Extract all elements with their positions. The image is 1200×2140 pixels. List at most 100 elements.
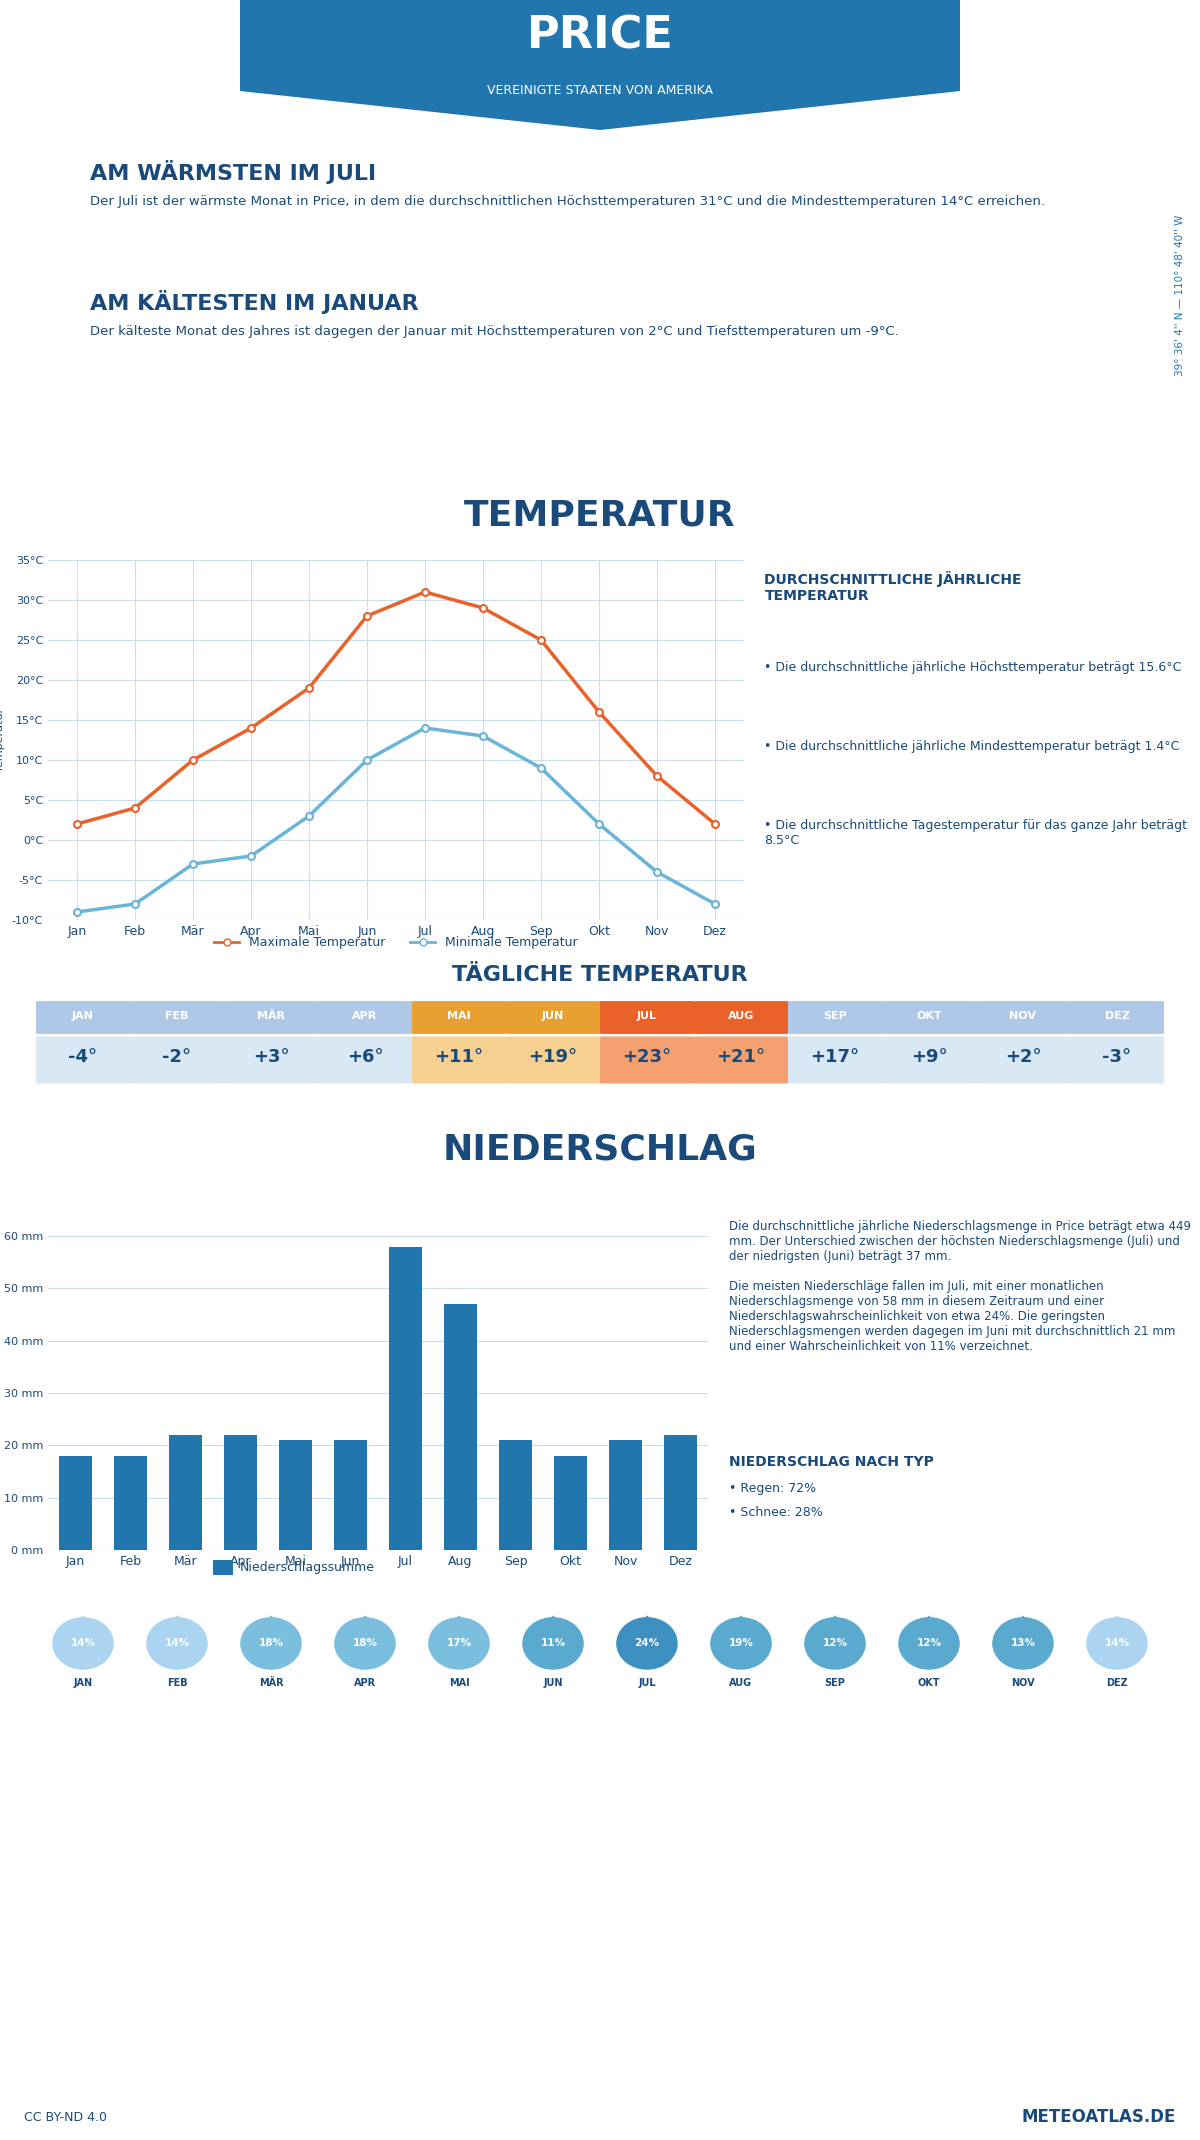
Circle shape — [617, 1618, 677, 1669]
Bar — [278, 1440, 312, 1549]
Text: 14%: 14% — [1104, 1639, 1129, 1648]
Text: 12%: 12% — [917, 1639, 942, 1648]
FancyBboxPatch shape — [694, 1036, 788, 1083]
Polygon shape — [536, 1616, 570, 1631]
Text: Der Juli ist der wärmste Monat in Price, in dem die durchschnittlichen Höchsttem: Der Juli ist der wärmste Monat in Price,… — [90, 195, 1045, 208]
Text: NOV: NOV — [1009, 1010, 1037, 1021]
FancyBboxPatch shape — [976, 1002, 1070, 1034]
FancyBboxPatch shape — [788, 1036, 882, 1083]
Text: • Die durchschnittliche Tagestemperatur für das ganze Jahr beträgt 8.5°C: • Die durchschnittliche Tagestemperatur … — [764, 820, 1188, 847]
FancyBboxPatch shape — [36, 1036, 130, 1083]
Text: VEREINIGTE STAATEN VON AMERIKA: VEREINIGTE STAATEN VON AMERIKA — [487, 83, 713, 98]
Polygon shape — [160, 1616, 194, 1631]
Bar — [334, 1440, 367, 1549]
Bar — [59, 1455, 92, 1549]
Text: CC BY-ND 4.0: CC BY-ND 4.0 — [24, 2110, 107, 2125]
Text: AUG: AUG — [730, 1678, 752, 1688]
Text: Niederschlagssumme: Niederschlagssumme — [240, 1560, 374, 1575]
FancyBboxPatch shape — [600, 1036, 694, 1083]
Bar — [389, 1248, 422, 1549]
Polygon shape — [442, 1616, 476, 1631]
FancyBboxPatch shape — [130, 1002, 224, 1034]
FancyBboxPatch shape — [214, 1560, 233, 1575]
Text: JUL: JUL — [638, 1678, 656, 1688]
Polygon shape — [818, 1616, 852, 1631]
Circle shape — [899, 1618, 959, 1669]
Text: DEZ: DEZ — [1106, 1678, 1128, 1688]
Circle shape — [805, 1618, 865, 1669]
Text: JAN: JAN — [73, 1678, 92, 1688]
Text: +11°: +11° — [434, 1049, 484, 1066]
Text: JUN: JUN — [542, 1010, 564, 1021]
Text: FEB: FEB — [166, 1010, 188, 1021]
Text: PRICE: PRICE — [527, 15, 673, 58]
Text: TEMPERATUR: TEMPERATUR — [464, 499, 736, 533]
Text: 12%: 12% — [822, 1639, 847, 1648]
Text: AUG: AUG — [728, 1010, 754, 1021]
Text: AM KÄLTESTEN IM JANUAR: AM KÄLTESTEN IM JANUAR — [90, 291, 419, 315]
Circle shape — [710, 1618, 772, 1669]
FancyBboxPatch shape — [882, 1002, 976, 1034]
Text: NOV: NOV — [1012, 1678, 1034, 1688]
Text: • Die durchschnittliche jährliche Höchsttemperatur beträgt 15.6°C: • Die durchschnittliche jährliche Höchst… — [764, 661, 1182, 674]
Text: 13%: 13% — [1010, 1639, 1036, 1648]
FancyBboxPatch shape — [36, 1002, 130, 1034]
Text: 18%: 18% — [258, 1639, 283, 1648]
Polygon shape — [240, 0, 960, 131]
Text: +6°: +6° — [347, 1049, 383, 1066]
Circle shape — [335, 1618, 395, 1669]
FancyBboxPatch shape — [224, 1002, 318, 1034]
Circle shape — [241, 1618, 301, 1669]
Bar — [169, 1436, 202, 1549]
Text: Der kälteste Monat des Jahres ist dagegen der Januar mit Höchsttemperaturen von : Der kälteste Monat des Jahres ist dagege… — [90, 325, 899, 338]
FancyBboxPatch shape — [1070, 1036, 1164, 1083]
Polygon shape — [348, 1616, 382, 1631]
Text: 11%: 11% — [540, 1639, 565, 1648]
Text: +23°: +23° — [623, 1049, 672, 1066]
Bar — [664, 1436, 697, 1549]
Text: • Schnee: 28%: • Schnee: 28% — [730, 1507, 823, 1519]
Circle shape — [146, 1618, 208, 1669]
Polygon shape — [66, 1616, 100, 1631]
Polygon shape — [1100, 1616, 1134, 1631]
Bar — [444, 1303, 478, 1549]
FancyBboxPatch shape — [976, 1036, 1070, 1083]
Polygon shape — [254, 1616, 288, 1631]
Text: MAI: MAI — [448, 1010, 470, 1021]
Text: 17%: 17% — [446, 1639, 472, 1648]
Text: Die durchschnittliche jährliche Niederschlagsmenge in Price beträgt etwa 449 mm.: Die durchschnittliche jährliche Niedersc… — [730, 1220, 1192, 1352]
FancyBboxPatch shape — [882, 1036, 976, 1083]
Polygon shape — [912, 1616, 946, 1631]
Text: JUN: JUN — [544, 1678, 563, 1688]
Text: FEB: FEB — [167, 1678, 187, 1688]
FancyBboxPatch shape — [506, 1036, 600, 1083]
Text: 39° 36' 4'' N — 110° 48' 40'' W: 39° 36' 4'' N — 110° 48' 40'' W — [1175, 214, 1186, 377]
Y-axis label: Temperatur: Temperatur — [0, 708, 5, 773]
Text: 24%: 24% — [635, 1639, 660, 1648]
FancyBboxPatch shape — [694, 1002, 788, 1034]
Text: 14%: 14% — [164, 1639, 190, 1648]
FancyBboxPatch shape — [506, 1002, 600, 1034]
Text: +21°: +21° — [716, 1049, 766, 1066]
FancyBboxPatch shape — [600, 1002, 694, 1034]
FancyBboxPatch shape — [224, 1036, 318, 1083]
Text: +19°: +19° — [528, 1049, 577, 1066]
Legend: Maximale Temperatur, Minimale Temperatur: Maximale Temperatur, Minimale Temperatur — [209, 931, 583, 954]
Polygon shape — [630, 1616, 664, 1631]
Text: -2°: -2° — [162, 1049, 192, 1066]
Text: +9°: +9° — [911, 1049, 947, 1066]
Text: -3°: -3° — [1103, 1049, 1132, 1066]
Circle shape — [992, 1618, 1054, 1669]
Text: MÄR: MÄR — [257, 1010, 286, 1021]
Text: METEOATLAS.DE: METEOATLAS.DE — [1021, 2108, 1176, 2127]
Text: JAN: JAN — [72, 1010, 94, 1021]
Bar — [224, 1436, 257, 1549]
FancyBboxPatch shape — [412, 1002, 506, 1034]
Circle shape — [523, 1618, 583, 1669]
Text: OKT: OKT — [918, 1678, 941, 1688]
Bar — [114, 1455, 148, 1549]
Text: NIEDERSCHLAG: NIEDERSCHLAG — [443, 1132, 757, 1166]
FancyBboxPatch shape — [1070, 1002, 1164, 1034]
Text: -4°: -4° — [68, 1049, 97, 1066]
Text: +17°: +17° — [810, 1049, 859, 1066]
